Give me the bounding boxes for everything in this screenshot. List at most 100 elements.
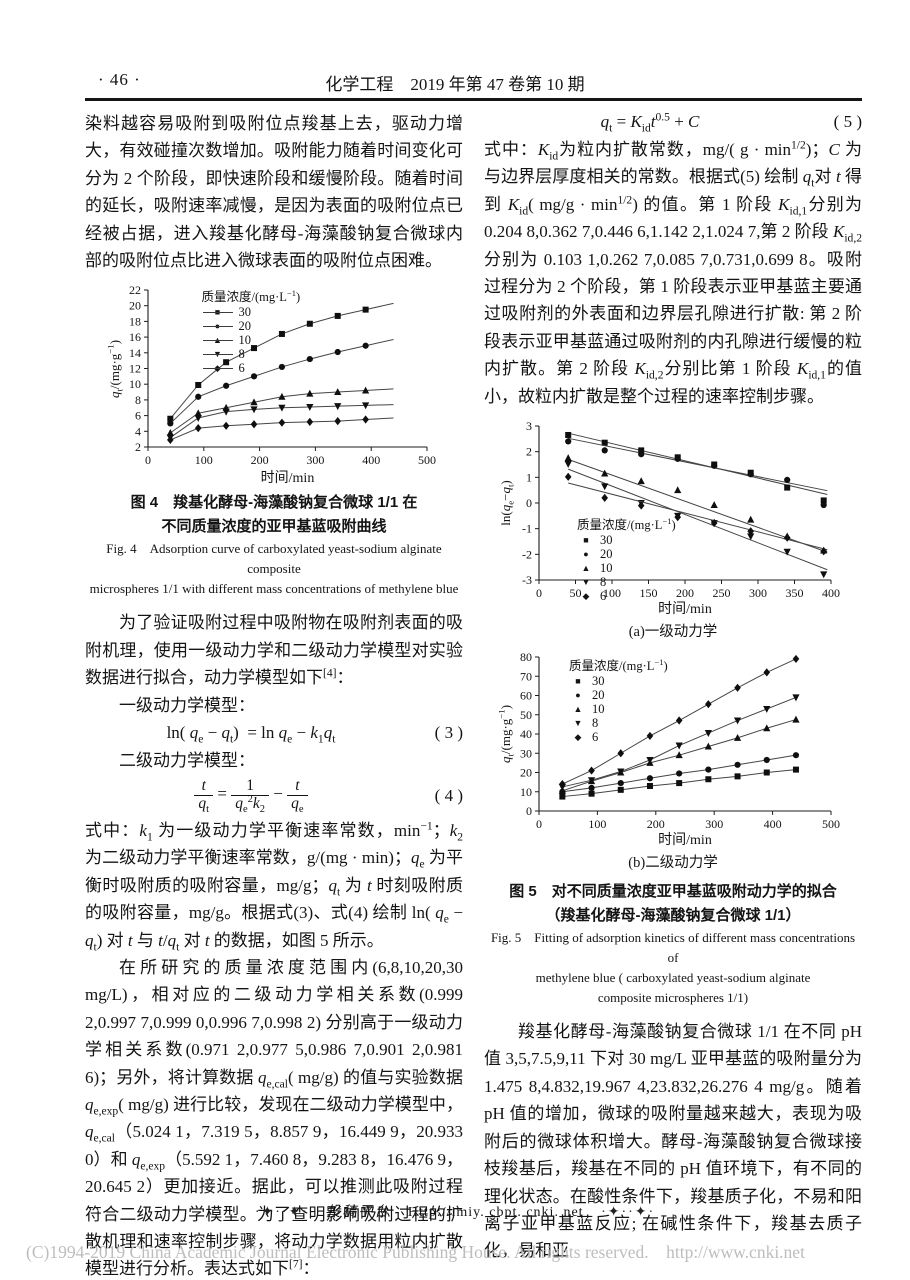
fig5-caption-zh-line1: 图 5 对不同质量浓度亚甲基蓝吸附动力学的拟合 (509, 883, 837, 901)
marker-circle (306, 356, 313, 363)
svg-text:3: 3 (526, 419, 532, 433)
fig4-caption-en-line1: Fig. 4 Adsorption curve of carboxylated … (106, 541, 442, 577)
marker-diamond (674, 513, 681, 522)
fig4-caption-en-line2: microspheres 1/1 with different mass con… (89, 581, 459, 597)
triangle-up-marker-icon: ▲ (573, 704, 583, 715)
marker-triangle-up (305, 390, 313, 398)
legend-label: 10 (238, 333, 252, 348)
svg-text:80: 80 (520, 650, 532, 664)
marker-circle (784, 476, 791, 484)
marker-circle (617, 780, 624, 787)
marker-circle (194, 394, 201, 401)
marker-diamond (564, 472, 572, 481)
marker-circle (676, 770, 683, 777)
marker-square (820, 497, 827, 504)
marker-triangle-down (617, 768, 625, 776)
svg-text:22: 22 (129, 283, 141, 297)
marker-diamond (637, 501, 645, 510)
svg-text:8: 8 (135, 393, 141, 407)
fig5a-subcaption: (a)一级动力学 (628, 624, 718, 641)
fig5b-chart-area: 0 100 200 300 400 500 0 10 20 30 40 50 60 70 80 时间/min … (493, 649, 853, 849)
equation-3: ln( qe − qt) = ln qe − k1qt ( 3 ) (85, 723, 463, 745)
footer-decoration-right: ·✦··✦· (601, 1205, 656, 1220)
marker-circle (250, 373, 257, 380)
triangle-down-marker-icon: ▼ (581, 577, 591, 588)
svg-text:6: 6 (135, 409, 141, 423)
marker-circle (638, 451, 645, 458)
equation-4: t qt = 1 qe2k2 − t qe ( 4 ) (85, 778, 463, 815)
svg-text:50: 50 (520, 708, 532, 722)
fig4-y-axis-label: qt/(mg·g−1) (105, 339, 125, 398)
legend-title: 质量浓度/(mg·L−1) (577, 515, 676, 533)
legend-item-20: ● 20 (569, 688, 668, 702)
marker-square (166, 416, 173, 423)
right-column: qt = Kidt0.5 + C ( 5 ) 式中：Kid为粒内扩散常数，mg/… (484, 110, 862, 1265)
footer: ·✦··✦· 投稿平台 Http://imiy. cbpt. cnki. net… (0, 1201, 910, 1221)
series-20 (166, 339, 394, 427)
marker-triangle-down (792, 694, 800, 702)
footer-platform-label: 投稿平台 (326, 1205, 391, 1220)
fig5-caption-en-line1: Fig. 5 Fitting of adsorption kinetics of… (490, 930, 856, 966)
legend-label: 10 (592, 702, 605, 717)
marker-triangle-up (249, 398, 258, 406)
marker-triangle-up (166, 429, 174, 437)
marker-diamond (278, 419, 285, 428)
marker-circle (278, 364, 285, 371)
marker-square (601, 439, 608, 446)
fig5b-subcaption: (b)二级动力学 (628, 855, 718, 872)
marker-diamond (710, 518, 718, 528)
svg-text:20: 20 (520, 766, 532, 780)
fig5-caption-zh-line2: （羧基化酵母-海藻酸钠复合微球 1/1） (545, 907, 801, 925)
marker-circle (711, 462, 718, 469)
fig5-caption-en-line3: composite microspheres 1/1) (597, 990, 749, 1006)
fig5a-chart: 0 50 100 150 200 250 300 350 400 -3 -2 -1 0 1 2 3 时间/min (522, 419, 840, 617)
paragraph-ph-effect: 羧基化酵母-海藻酸钠复合微球 1/1 在不同 pH 值 3,5,7.5,9,11… (484, 1022, 862, 1261)
svg-text:10: 10 (129, 378, 141, 392)
marker-triangle-down (305, 404, 313, 412)
marker-triangle-up (763, 724, 771, 732)
svg-text:100: 100 (588, 817, 606, 831)
fit-line (568, 432, 828, 496)
triangle-down-marker-icon: ▼ (573, 718, 583, 729)
legend-label: 10 (600, 561, 613, 576)
series-30 (559, 766, 799, 800)
fit-line (568, 482, 828, 551)
fig4-caption: 图 4 羧基化酵母-海藻酸钠复合微球 1/1 在 不同质量浓度的亚甲基蓝吸附曲线… (85, 491, 463, 599)
x-axis-label: 时间/min (260, 470, 314, 486)
marker-triangle-up (792, 715, 800, 723)
svg-text:1: 1 (526, 470, 532, 484)
fig5a-chart-area: 0 50 100 150 200 250 300 350 400 -3 -2 -1 0 1 2 3 时间/min… (493, 418, 853, 618)
legend-item-6: ◆ 6 (569, 730, 668, 744)
marker-square (194, 382, 201, 389)
legend-item-6: ◆ 6 (202, 361, 301, 375)
marker-square (588, 790, 595, 797)
marker-triangle-down (820, 571, 828, 579)
left-column: 染料越容易吸附到吸附位点羧基上去，驱动力增大，有效碰撞次数增加。吸附能力随着时间… (85, 110, 463, 1280)
footer-submission-url[interactable]: Http://imiy. cbpt. cnki. net (407, 1205, 584, 1220)
marker-diamond (166, 436, 174, 445)
svg-text:150: 150 (640, 586, 658, 600)
svg-text:300: 300 (306, 453, 324, 467)
marker-circle (601, 447, 608, 454)
svg-text:100: 100 (603, 586, 621, 600)
diamond-marker-icon: ◆ (582, 591, 590, 602)
marker-triangle-down (222, 409, 230, 417)
paragraph-kinetics-intro: 为了验证吸附过程中吸附物在吸附剂表面的吸附机理，使用一级动力学和二级动力学模型对… (85, 613, 463, 688)
marker-circle (820, 502, 827, 509)
svg-text:400: 400 (822, 586, 840, 600)
marker-circle (166, 420, 173, 427)
marker-square (734, 773, 741, 780)
marker-square (646, 783, 653, 790)
marker-triangle-up (637, 477, 645, 485)
legend-item-8: ▼ 8 (202, 347, 301, 361)
marker-triangle-down (587, 777, 596, 785)
equation-4-body: t qt = 1 qe2k2 − t qe (85, 778, 417, 815)
circle-marker-icon: ● (202, 319, 234, 333)
svg-text:20: 20 (129, 299, 141, 313)
marker-triangle-down (704, 730, 712, 737)
marker-circle (588, 784, 595, 792)
marker-diamond (617, 749, 625, 758)
